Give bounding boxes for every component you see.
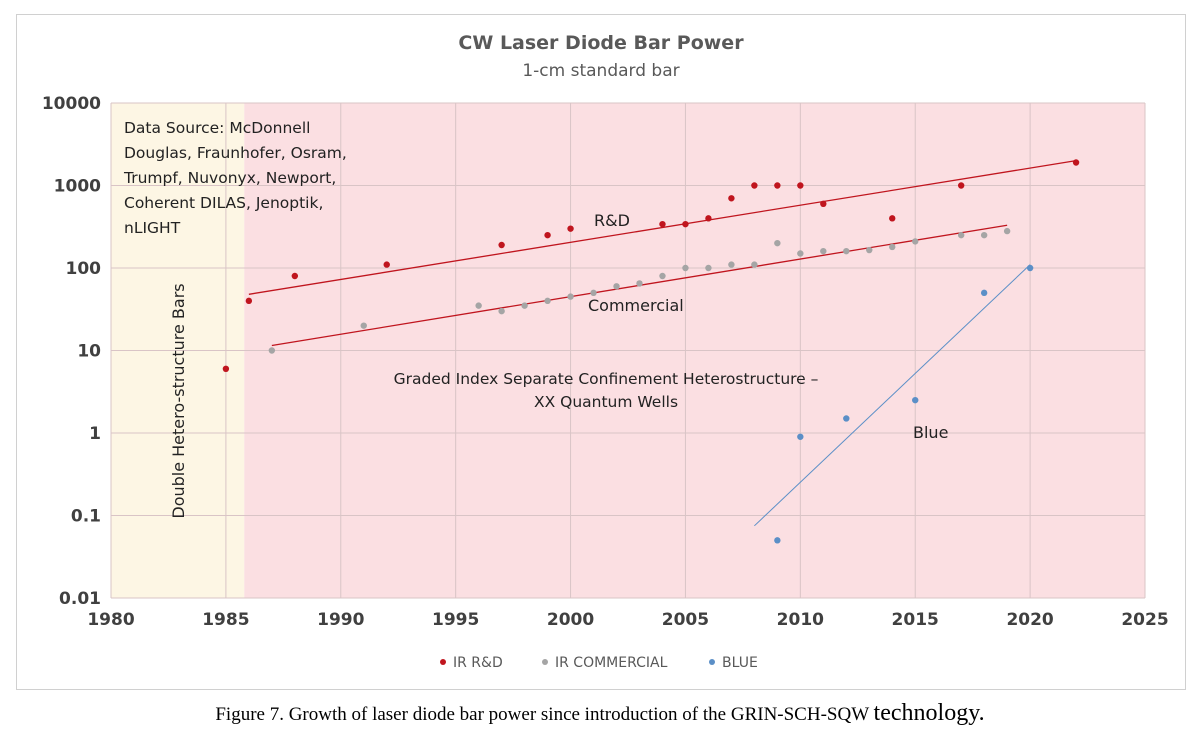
trendline-blue (754, 264, 1031, 527)
point-ir-commercial (613, 283, 620, 290)
point-ir-r-d (544, 231, 551, 239)
point-ir-commercial (866, 246, 873, 254)
point-ir-commercial (567, 293, 574, 300)
point-ir-r-d (222, 365, 230, 373)
point-ir-commercial (475, 302, 482, 309)
point-blue (980, 289, 988, 297)
x-tick-label: 1995 (432, 610, 479, 630)
data-source-note: nLIGHT (124, 219, 181, 237)
region-label-line-1: Graded Index Separate Confinement Hetero… (394, 370, 819, 388)
point-ir-commercial (889, 243, 896, 251)
data-source-note: Data Source: McDonnell (124, 119, 310, 137)
y-tick-label: 0.01 (59, 589, 101, 609)
chart: CW Laser Diode Bar Power 1-cm standard b… (42, 32, 1169, 671)
data-source-note: Coherent DILAS, Jenoptik, (124, 194, 323, 212)
point-ir-commercial (659, 272, 666, 280)
point-ir-commercial (774, 239, 781, 247)
point-ir-commercial (268, 347, 276, 354)
x-tick-label: 1985 (202, 610, 249, 630)
point-ir-commercial (797, 250, 804, 257)
caption-main: Figure 7. Growth of laser diode bar powe… (215, 704, 874, 725)
legend-marker (440, 659, 446, 665)
point-ir-r-d (659, 220, 666, 228)
point-ir-r-d (751, 182, 758, 189)
point-blue (1026, 264, 1034, 272)
point-ir-r-d (728, 195, 735, 202)
y-tick-label: 10 (77, 342, 101, 362)
point-ir-commercial (360, 322, 367, 329)
point-ir-commercial (636, 280, 643, 287)
y-tick-label: 100 (66, 259, 102, 279)
point-blue (797, 433, 804, 440)
point-ir-r-d (1072, 159, 1080, 166)
point-ir-commercial (705, 264, 712, 272)
x-tick-label: 2000 (547, 610, 594, 630)
point-ir-commercial (751, 261, 758, 268)
blue-label: Blue (913, 423, 948, 442)
x-tick-label: 1990 (317, 610, 364, 630)
y-tick-label: 0.1 (71, 507, 101, 527)
chart-title: CW Laser Diode Bar Power (458, 32, 744, 54)
point-ir-commercial (498, 307, 505, 315)
point-ir-commercial (682, 264, 689, 272)
legend-label: IR R&D (453, 655, 503, 671)
data-source-note: Trumpf, Nuvonyx, Newport, (123, 169, 336, 187)
point-ir-r-d (567, 225, 574, 232)
point-ir-r-d (383, 261, 390, 268)
point-ir-commercial (912, 238, 919, 245)
commercial-label: Commercial (588, 296, 684, 315)
legend-label: BLUE (722, 655, 758, 671)
point-blue (912, 396, 919, 404)
caption-tail: technology. (873, 700, 985, 726)
point-ir-commercial (590, 289, 597, 297)
x-tick-label: 2020 (1006, 610, 1053, 630)
point-blue (774, 537, 781, 544)
x-tick-label: 2025 (1121, 610, 1168, 630)
y-tick-label: 10000 (42, 94, 101, 114)
point-ir-r-d (682, 220, 689, 228)
point-ir-r-d (705, 215, 712, 222)
point-ir-commercial (728, 261, 735, 268)
chart-frame: CW Laser Diode Bar Power 1-cm standard b… (16, 14, 1186, 690)
point-ir-r-d (820, 200, 827, 208)
data-source-note: Douglas, Fraunhofer, Osram, (124, 144, 347, 162)
legend-marker (542, 659, 548, 665)
x-tick-label: 1980 (87, 610, 134, 630)
point-ir-r-d (774, 182, 781, 189)
figure-caption: Figure 7. Growth of laser diode bar powe… (0, 700, 1200, 727)
x-tick-label: 2005 (662, 610, 709, 630)
x-tick-label: 2010 (777, 610, 824, 630)
point-ir-commercial (544, 297, 551, 305)
point-blue (843, 415, 850, 422)
y-tick-label: 1 (89, 424, 101, 444)
legend-marker (709, 659, 715, 665)
legend-label: IR COMMERCIAL (555, 655, 668, 671)
point-ir-r-d (245, 297, 253, 305)
point-ir-r-d (797, 182, 804, 189)
point-ir-commercial (820, 247, 827, 255)
x-tick-label: 2015 (892, 610, 939, 630)
point-ir-commercial (1003, 227, 1011, 235)
point-ir-commercial (521, 302, 528, 309)
region-label-line-2: XX Quantum Wells (534, 393, 678, 411)
double-hetero-label: Double Hetero-structure Bars (169, 283, 188, 518)
rd-label: R&D (594, 211, 630, 230)
y-tick-label: 1000 (54, 177, 101, 197)
point-ir-commercial (980, 231, 988, 239)
point-ir-r-d (957, 182, 965, 189)
trendline-ir-r-d (248, 160, 1077, 295)
chart-subtitle: 1-cm standard bar (522, 61, 679, 81)
point-ir-r-d (291, 272, 299, 280)
point-ir-commercial (843, 247, 850, 255)
point-ir-r-d (498, 241, 505, 249)
point-ir-commercial (957, 231, 965, 239)
point-ir-r-d (889, 215, 896, 222)
